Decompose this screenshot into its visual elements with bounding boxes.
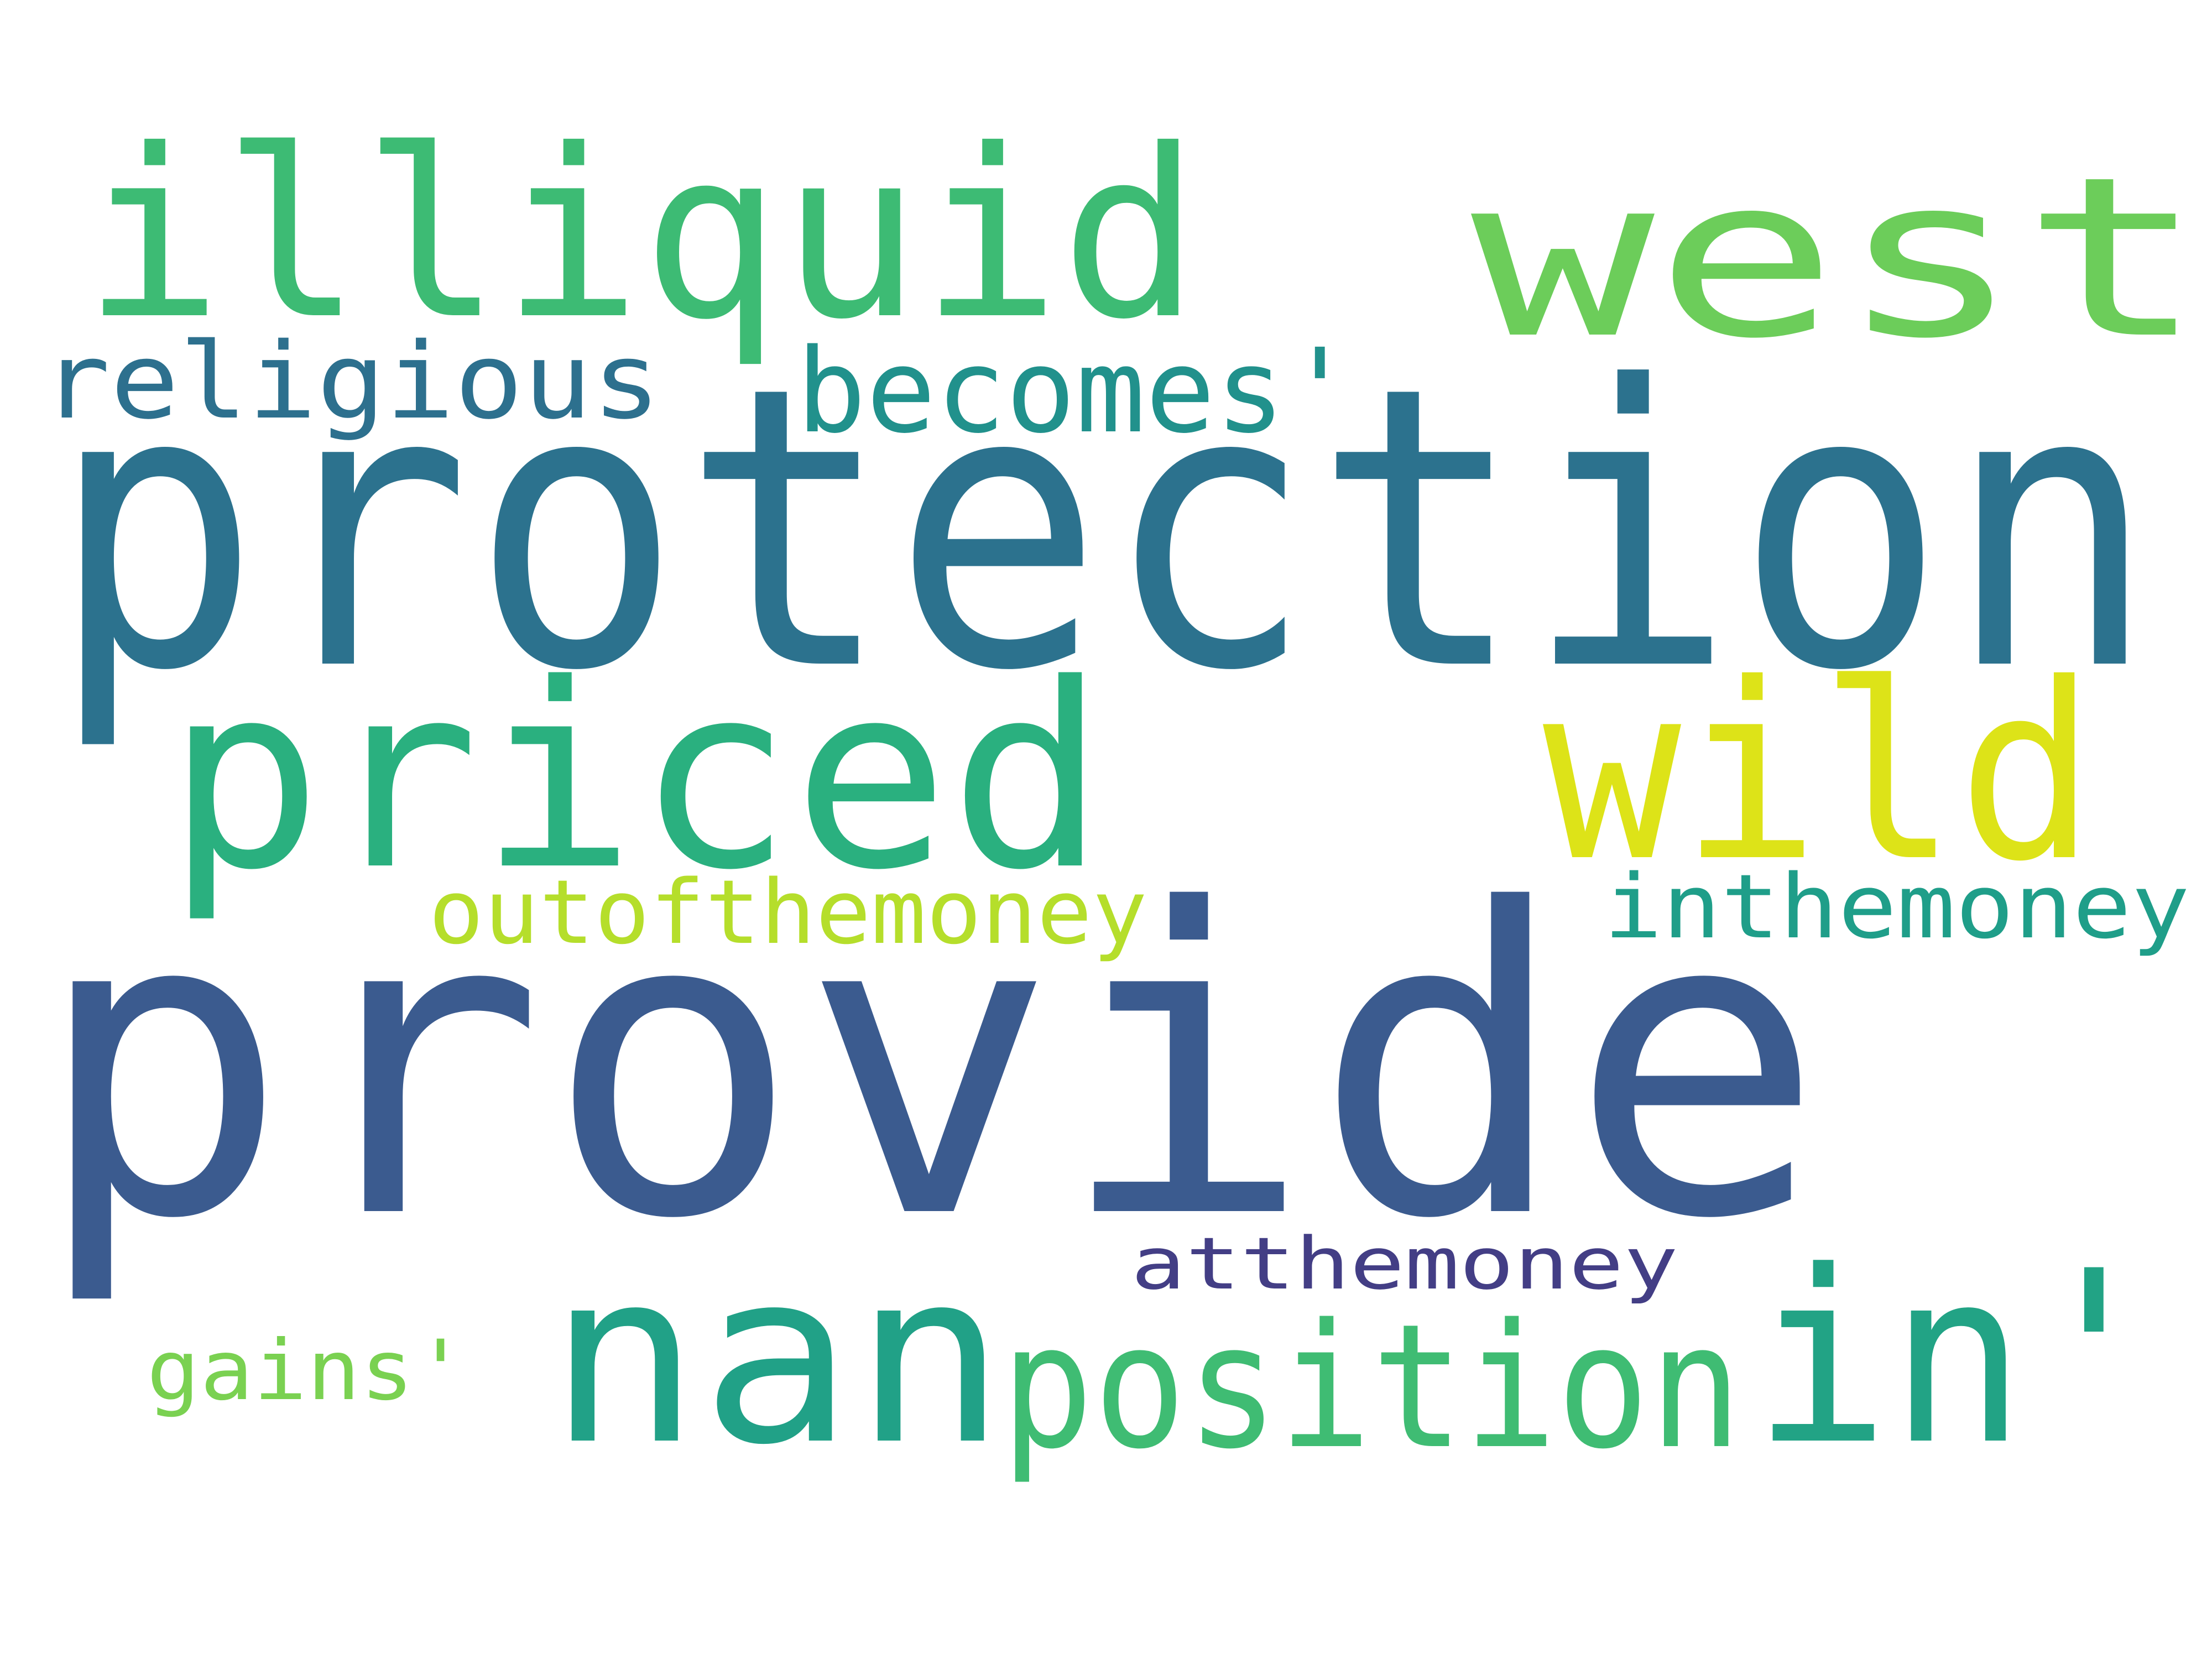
word-illiquid: illiquid xyxy=(83,100,1200,371)
word-in: in' xyxy=(1753,1220,2162,1497)
word-religious: religious xyxy=(41,320,661,442)
word-provide: provide xyxy=(33,822,1825,1311)
word-priced: priced xyxy=(166,630,1106,926)
word-west: west' xyxy=(1471,130,2212,387)
word-atthemoney: atthemoney xyxy=(1131,1222,1678,1306)
word-gains: gains' xyxy=(147,1323,467,1419)
word-protection: protection xyxy=(50,305,2157,755)
word-wild: wild xyxy=(1543,632,2096,915)
word-nan: nan xyxy=(547,1220,1006,1497)
word-position: position xyxy=(1001,1287,1742,1487)
word-becomes: becomes' xyxy=(796,324,1355,459)
word-outofthemoney: outofthemoney xyxy=(429,860,1147,964)
word-inthemoney: inthemoney xyxy=(1604,855,2190,958)
